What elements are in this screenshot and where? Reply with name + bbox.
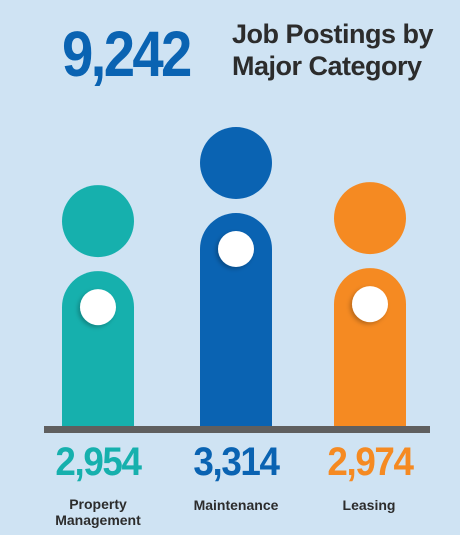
value-label-maintenance: 3,314 <box>193 440 280 484</box>
hand-dot-maintenance <box>218 231 254 267</box>
head-leasing <box>334 182 406 255</box>
category-label-leasing: Leasing <box>342 497 396 513</box>
figure-leasing <box>334 182 406 427</box>
hand-dot-leasing <box>352 286 388 323</box>
hand-dot-property-management <box>80 289 116 326</box>
bar-leasing <box>334 268 406 427</box>
chart-title: Job Postings by Major Category <box>232 18 452 82</box>
category-line: Property <box>69 496 127 512</box>
value-label-property-management: 2,954 <box>55 440 142 484</box>
category-label-property-management: Property Management <box>23 496 173 528</box>
baseline <box>44 426 430 433</box>
figure-maintenance <box>200 127 272 427</box>
figure-property-management <box>62 185 134 427</box>
head-property-management <box>62 185 134 258</box>
category-label-maintenance: Maintenance <box>193 497 279 513</box>
title-line-1: Job Postings by <box>232 19 434 49</box>
total-postings: 9,242 <box>62 18 192 90</box>
title-line-2: Major Category <box>232 51 422 81</box>
bar-maintenance <box>200 213 272 427</box>
bar-property-management <box>62 271 134 427</box>
head-maintenance <box>200 127 272 199</box>
value-label-leasing: 2,974 <box>327 440 414 484</box>
category-line: Management <box>55 512 141 528</box>
